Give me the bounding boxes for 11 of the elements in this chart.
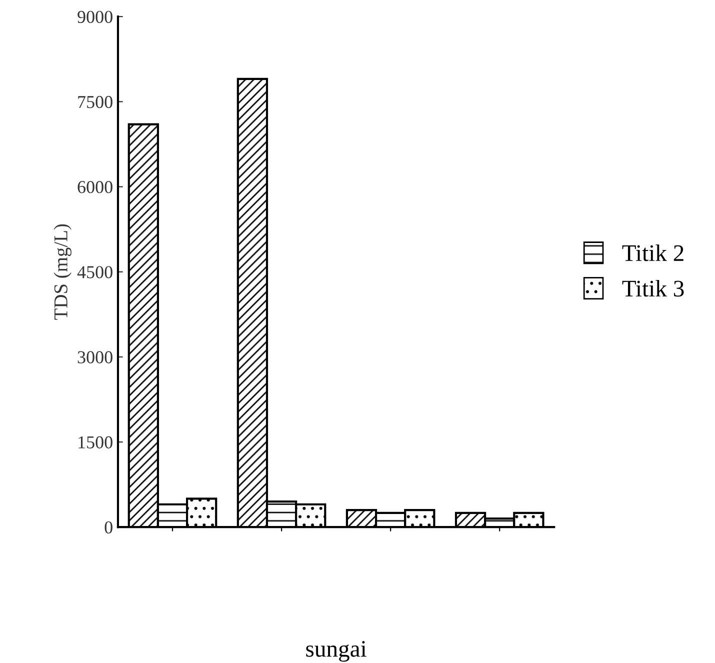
y-tick-label: 4500	[77, 266, 112, 278]
x-axis-title: sungai	[306, 640, 366, 662]
legend-label: Titik 3	[622, 280, 684, 297]
y-tick-label: 9000	[78, 10, 112, 24]
legend-label: Titik 2	[622, 244, 684, 262]
y-tick-label: 3000	[78, 351, 112, 364]
y-tick-label: 0	[104, 521, 112, 534]
y-tick-label: 7500	[78, 96, 112, 108]
y-axis-title: TDS (mg/L)	[54, 224, 72, 320]
y-tick-label: 1500	[78, 436, 112, 448]
y-tick-label: 6000	[78, 181, 112, 194]
